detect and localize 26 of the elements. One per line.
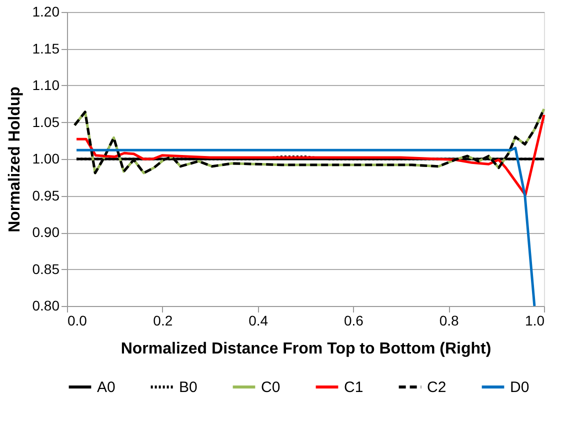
line-series <box>75 114 546 196</box>
y-tick-label: 1.15 <box>32 40 60 56</box>
y-tick-label: 0.95 <box>32 187 60 204</box>
x-axis-title: Normalized Distance From Top to Bottom (Right) <box>120 340 492 358</box>
y-tick-label: 1.00 <box>32 150 60 166</box>
y-tick-label: 1.20 <box>32 4 60 20</box>
x-tick-label: 1.0 <box>525 312 545 328</box>
y-tick-label: 1.05 <box>32 114 60 130</box>
x-tick-label: 0.6 <box>344 312 364 328</box>
legend-label: D0 <box>510 379 530 396</box>
y-axis-title: Normalized Holdup <box>6 86 24 232</box>
y-tick-label: 0.90 <box>32 224 60 240</box>
x-tick-label: 0.8 <box>439 312 460 328</box>
legend-label: C2 <box>427 379 446 396</box>
legend-label: C1 <box>344 379 364 396</box>
y-tick-label: 0.80 <box>32 298 60 314</box>
legend-label: C0 <box>261 379 280 396</box>
x-tick-label: 0.0 <box>68 312 88 328</box>
legend-label: A0 <box>97 379 116 396</box>
y-tick-label: 1.10 <box>32 77 60 93</box>
x-tick-label: 0.2 <box>153 312 173 328</box>
y-tick-label: 0.85 <box>32 260 60 277</box>
line-series <box>75 146 536 308</box>
line-series <box>73 108 546 174</box>
x-tick-label: 0.4 <box>248 312 268 328</box>
legend-label: B0 <box>179 379 198 396</box>
